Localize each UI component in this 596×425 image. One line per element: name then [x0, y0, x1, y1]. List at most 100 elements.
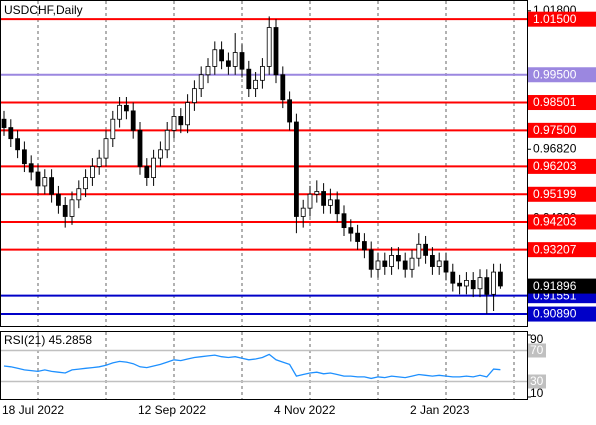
candle-body: [28, 163, 34, 173]
candle-body: [477, 277, 483, 290]
candle-body: [321, 191, 327, 206]
candle-body: [368, 249, 374, 270]
candle-body: [96, 157, 102, 167]
level-label: 0.93207: [533, 242, 577, 256]
candle-body: [429, 255, 435, 267]
candle-body: [253, 79, 259, 90]
level-label: 0.95199: [533, 187, 577, 201]
last-price-box: [528, 278, 596, 294]
candle-body: [341, 213, 347, 229]
candle-body: [151, 157, 157, 178]
level-box: [528, 158, 596, 174]
candle-body: [327, 199, 333, 206]
candle-body: [382, 260, 388, 267]
candle-body: [8, 127, 14, 140]
candle-body: [171, 116, 177, 131]
candle-body: [484, 277, 490, 295]
candle-body: [259, 66, 265, 81]
level-label: 0.97500: [533, 123, 577, 137]
level-box: [528, 242, 596, 258]
level-box: [528, 67, 596, 83]
candle-body: [450, 271, 456, 284]
candle-body: [287, 99, 293, 123]
level-box: [528, 11, 596, 27]
x-tick-label: 12 Sep 2022: [138, 403, 206, 417]
candle-body: [164, 129, 170, 151]
candle-body: [273, 27, 279, 76]
levels: [1, 18, 527, 316]
x-tick-label: 18 Jul 2022: [2, 403, 64, 417]
rsi-level-label: 70: [530, 343, 544, 357]
level-label: 0.90890: [533, 307, 577, 321]
axes: 1.018000.968200.943301.015000.995000.985…: [2, 3, 596, 417]
candle-body: [280, 74, 286, 101]
candle-body: [266, 27, 272, 67]
candle-body: [491, 271, 497, 295]
candle-body: [348, 227, 354, 234]
candle-body: [300, 207, 306, 217]
candle-body: [423, 243, 429, 256]
candle-body: [293, 121, 299, 217]
candle-body: [225, 60, 231, 67]
rsi-y-tick-label: 90: [530, 332, 544, 346]
candle-body: [457, 282, 463, 287]
level-box: [528, 214, 596, 230]
candle-body: [90, 166, 95, 178]
candle-body: [375, 260, 381, 270]
rsi-level-box: [528, 343, 546, 358]
candle-body: [191, 88, 197, 103]
level-label: 0.96203: [533, 159, 577, 173]
candle-body: [76, 188, 82, 201]
x-tick-label: 4 Nov 2022: [274, 403, 336, 417]
rsi-title: RSI(21) 45.2858: [4, 333, 92, 347]
level-label: 0.99500: [533, 67, 577, 81]
chart-title: USDCHF,Daily: [4, 3, 83, 17]
candle-body: [470, 280, 476, 290]
candle-body: [103, 138, 109, 159]
level-label: 0.94203: [533, 215, 577, 229]
candle-body: [232, 52, 238, 67]
candle-body: [144, 166, 150, 178]
level-box: [528, 122, 596, 138]
candle-body: [185, 102, 191, 126]
level-box: [528, 186, 596, 202]
candle-body: [361, 241, 367, 251]
candle-body: [463, 280, 469, 287]
candle-body: [130, 110, 136, 131]
candle-body: [497, 271, 503, 287]
candle-body: [137, 129, 143, 167]
candle-body: [239, 52, 245, 70]
main-panel-border: [0, 0, 528, 327]
last-price-label: 0.91896: [533, 279, 577, 293]
rsi-panel: [1, 349, 527, 383]
level-box: [528, 306, 596, 322]
candle-body: [355, 232, 361, 242]
candle-body: [21, 149, 27, 165]
candle-body: [49, 177, 54, 195]
candle-body: [117, 104, 122, 120]
candle-body: [395, 255, 401, 262]
rsi-y-tick-label: 10: [530, 386, 544, 400]
candle-body: [402, 260, 408, 270]
candle-body: [436, 260, 442, 267]
candle-body: [157, 149, 163, 159]
candle-body: [416, 243, 422, 259]
level-box: [528, 95, 596, 111]
candle-body: [219, 49, 225, 62]
level-label: 1.01500: [533, 12, 577, 26]
candles: [1, 16, 503, 314]
candle-body: [124, 104, 129, 112]
rsi-line: [3, 353, 501, 380]
y-tick-label: 0.96820: [533, 141, 577, 155]
candle-body: [443, 260, 449, 273]
rsi-level-label: 30: [530, 374, 544, 388]
candle-body: [15, 138, 21, 151]
candle-body: [35, 171, 41, 187]
rsi-panel-border: [0, 331, 528, 400]
candle-body: [62, 204, 68, 217]
candle-body: [334, 199, 340, 215]
candle-body: [69, 199, 75, 217]
candle-body: [307, 193, 313, 209]
candle-body: [110, 118, 116, 140]
